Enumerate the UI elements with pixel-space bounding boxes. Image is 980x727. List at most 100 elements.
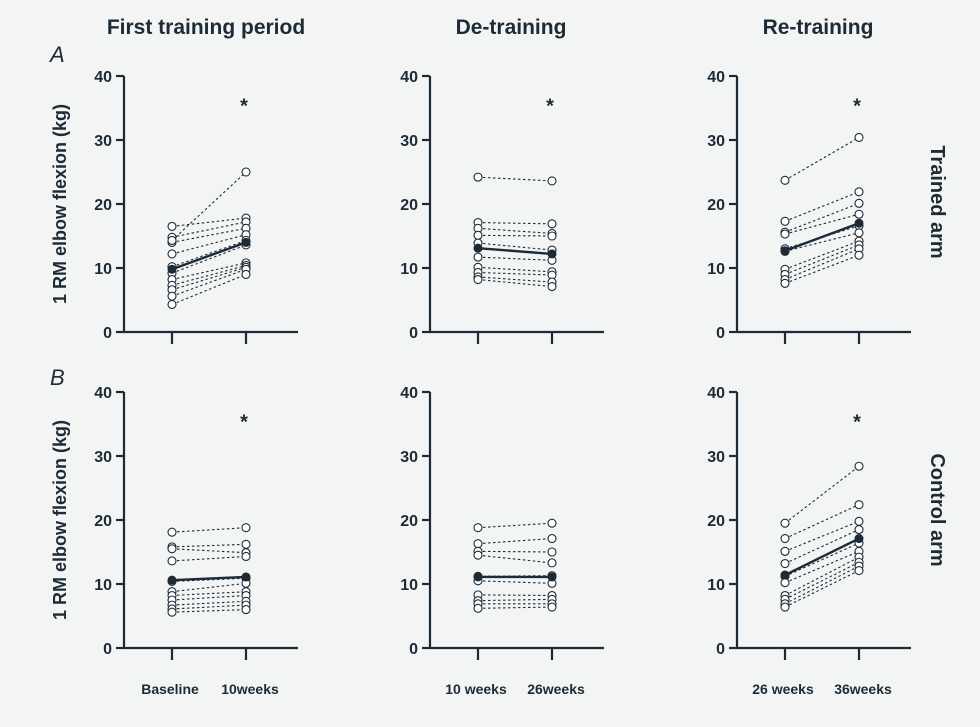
subject-line bbox=[477, 256, 553, 261]
subject-point bbox=[780, 278, 790, 288]
x-tick-label: 10 weeks bbox=[445, 681, 507, 697]
panel-A-first-training: 0 10 20 30 40 * bbox=[94, 69, 298, 344]
subject-point bbox=[241, 605, 251, 615]
subject-line bbox=[784, 232, 860, 252]
significance-marker: * bbox=[240, 412, 248, 434]
y-tick-label: 10 bbox=[707, 577, 725, 594]
subject-point bbox=[780, 578, 790, 588]
subject-line bbox=[784, 565, 860, 605]
mean-point bbox=[547, 572, 557, 582]
mean-line bbox=[477, 246, 553, 256]
subject-point bbox=[167, 299, 177, 310]
subject-line bbox=[477, 580, 553, 584]
subject-line bbox=[477, 176, 553, 182]
y-tick-label: 20 bbox=[94, 513, 112, 530]
subject-point bbox=[854, 250, 864, 260]
mean-point bbox=[241, 237, 251, 247]
x-tick-label: 26weeks bbox=[527, 681, 585, 697]
subject-point bbox=[780, 175, 790, 185]
subject-line bbox=[477, 538, 553, 545]
subject-point bbox=[547, 602, 557, 612]
y-tick-label: 20 bbox=[400, 513, 418, 530]
subject-line bbox=[784, 520, 860, 552]
subject-line bbox=[784, 465, 860, 524]
significance-marker: * bbox=[546, 96, 554, 118]
y-tick-label: 0 bbox=[409, 325, 418, 342]
y-tick-label: 0 bbox=[716, 325, 725, 342]
subject-line bbox=[171, 527, 247, 533]
significance-marker: * bbox=[853, 412, 861, 434]
subject-line bbox=[784, 240, 860, 270]
y-axis-label-bottom: 1 RM elbow flexion (kg) bbox=[50, 420, 70, 620]
subject-point bbox=[547, 558, 557, 568]
y-tick-label: 40 bbox=[707, 385, 725, 402]
y-tick-label: 40 bbox=[707, 69, 725, 86]
y-tick-label: 20 bbox=[94, 197, 112, 214]
subject-point bbox=[854, 525, 864, 535]
subject-line bbox=[477, 598, 553, 602]
y-tick-label: 0 bbox=[409, 641, 418, 658]
x-tick-label: 10weeks bbox=[221, 681, 279, 697]
panel-B-de-training: 0 10 20 30 40 10 weeks 26weeks bbox=[400, 385, 604, 697]
y-tick-label: 10 bbox=[94, 261, 112, 278]
subject-line bbox=[784, 202, 860, 233]
subject-point bbox=[473, 230, 483, 240]
panel-B-re-training: 0 10 20 30 40 26 weeks 36weeks * bbox=[707, 385, 911, 697]
subject-point bbox=[473, 274, 483, 285]
subject-point bbox=[473, 603, 483, 613]
subject-point bbox=[167, 544, 177, 554]
y-tick-label: 20 bbox=[707, 197, 725, 214]
subject-line bbox=[477, 554, 553, 564]
subject-point bbox=[241, 539, 251, 549]
subject-point bbox=[780, 534, 790, 544]
subject-point bbox=[780, 558, 790, 569]
mean-point bbox=[780, 246, 790, 256]
mean-line bbox=[784, 222, 860, 252]
subject-point bbox=[780, 546, 790, 556]
subject-point bbox=[167, 527, 177, 537]
subject-line bbox=[171, 594, 247, 601]
row-label-trained-arm: Trained arm bbox=[926, 145, 948, 258]
y-tick-label: 10 bbox=[94, 577, 112, 594]
y-tick-label: 30 bbox=[400, 133, 418, 150]
subject-line bbox=[477, 266, 553, 273]
row-label-control-arm: Control arm bbox=[926, 453, 948, 566]
subject-point bbox=[241, 167, 251, 177]
subject-line bbox=[784, 550, 860, 584]
subject-line bbox=[477, 278, 553, 288]
subject-point bbox=[473, 523, 483, 533]
subject-line bbox=[784, 254, 860, 284]
y-tick-label: 40 bbox=[94, 385, 112, 402]
mean-line bbox=[784, 537, 860, 577]
significance-marker: * bbox=[240, 96, 248, 118]
subject-point bbox=[854, 209, 864, 219]
subject-line bbox=[477, 522, 553, 529]
x-tick-label: 36weeks bbox=[834, 681, 892, 697]
panel-A-de-training: 0 10 20 30 40 * bbox=[400, 69, 604, 344]
subject-point bbox=[473, 539, 483, 549]
subject-line bbox=[171, 600, 247, 606]
panels: 0 10 20 30 40 * 0 10 20 30 40 * 0 10 20 30 40 * 0 10 20 30 40 B… bbox=[94, 69, 911, 697]
subject-line bbox=[784, 570, 860, 608]
subject-point bbox=[854, 500, 864, 510]
y-tick-label: 40 bbox=[94, 69, 112, 86]
y-tick-label: 30 bbox=[400, 449, 418, 466]
y-axis-label-top: 1 RM elbow flexion (kg) bbox=[50, 104, 70, 304]
subject-point bbox=[167, 235, 177, 246]
subject-line bbox=[171, 555, 247, 562]
subject-line bbox=[784, 561, 860, 600]
subject-point bbox=[473, 550, 483, 560]
mean-point bbox=[473, 572, 483, 582]
subject-point bbox=[167, 249, 177, 259]
panel-A-re-training: 0 10 20 30 40 * bbox=[707, 69, 911, 344]
y-tick-label: 10 bbox=[400, 577, 418, 594]
subject-point bbox=[241, 269, 251, 279]
subject-line bbox=[171, 543, 247, 548]
subject-point bbox=[854, 132, 864, 142]
subject-line bbox=[477, 276, 553, 283]
subject-point bbox=[547, 547, 557, 557]
y-tick-label: 0 bbox=[103, 325, 112, 342]
subject-line bbox=[477, 550, 553, 553]
mean-point bbox=[167, 264, 177, 274]
subject-point bbox=[241, 523, 251, 533]
